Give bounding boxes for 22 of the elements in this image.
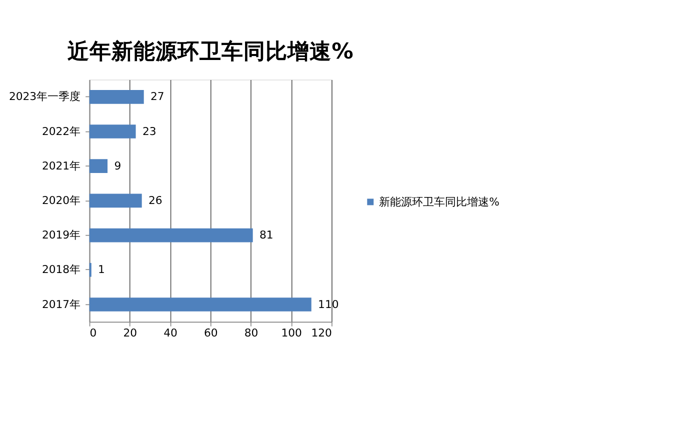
x-tick-label: 40 [164, 326, 178, 340]
chart-title: 近年新能源环卫车同比增速% [68, 38, 354, 65]
data-label: 81 [260, 228, 274, 242]
x-tick-label: 80 [244, 326, 258, 340]
x-tick-label: 100 [281, 326, 302, 340]
y-tick-label: 2018年 [42, 263, 81, 276]
y-tick-label: 2022年 [42, 124, 81, 138]
y-tick-label: 2017年 [42, 298, 81, 311]
data-label: 1 [98, 263, 105, 276]
y-tick-label: 2020年 [42, 194, 81, 208]
data-label: 9 [114, 159, 122, 172]
x-tick-label: 120 [311, 326, 332, 340]
data-label: 23 [142, 124, 156, 138]
data-label: 26 [148, 194, 162, 208]
x-tick-label: 20 [123, 326, 138, 340]
legend-label: 新能源环卫车同比增速% [379, 195, 500, 208]
y-tick-label: 2019年 [42, 228, 81, 242]
y-tick-label: 2021年 [42, 159, 81, 172]
x-tick-label: 0 [90, 326, 97, 340]
x-tick-label: 60 [204, 326, 218, 340]
y-tick-label: 2023年一季度 [8, 90, 81, 104]
data-label: 27 [150, 90, 164, 104]
